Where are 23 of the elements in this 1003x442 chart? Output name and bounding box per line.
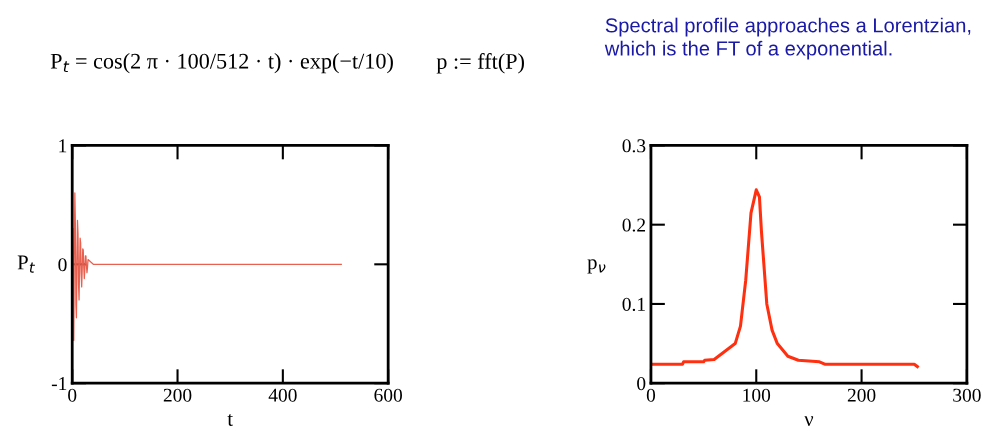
y-tick-label: -1	[51, 377, 67, 390]
y-tick-label: 0.1	[622, 297, 645, 311]
y-tick-label: 0	[58, 258, 67, 272]
x-tick-label: 400	[268, 388, 297, 402]
x-axis-title: t	[227, 413, 233, 426]
x-tick-label: 100	[743, 388, 771, 402]
y-tick-label: 1	[59, 139, 67, 153]
x-axis-title: ν	[804, 416, 814, 426]
x-tick-label: 600	[374, 388, 402, 402]
text: Spectral profile approaches a Lorentzian, which is the FT of a exponential.	[604, 17, 971, 60]
x-tick-label: 200	[163, 388, 192, 402]
text: p := fft(P)	[436, 53, 524, 74]
x-tick-label: 0	[646, 388, 656, 402]
y-tick-label: 0.3	[622, 139, 646, 153]
y-tick-label: 0	[637, 377, 646, 391]
text: P$_{t}$ = cos(2 π · 100/512 · t) · exp(−t/10)	[50, 53, 393, 74]
line-series	[650, 188, 919, 369]
y-tick-label: 0.2	[622, 218, 646, 232]
y-axis-title: P$_{t}$	[17, 255, 36, 273]
x-tick-label: 0	[68, 388, 77, 402]
x-tick-label: 200	[847, 388, 876, 402]
x-tick-label: 300	[953, 388, 981, 402]
y-axis-title: p$_{ν}$	[587, 259, 606, 274]
